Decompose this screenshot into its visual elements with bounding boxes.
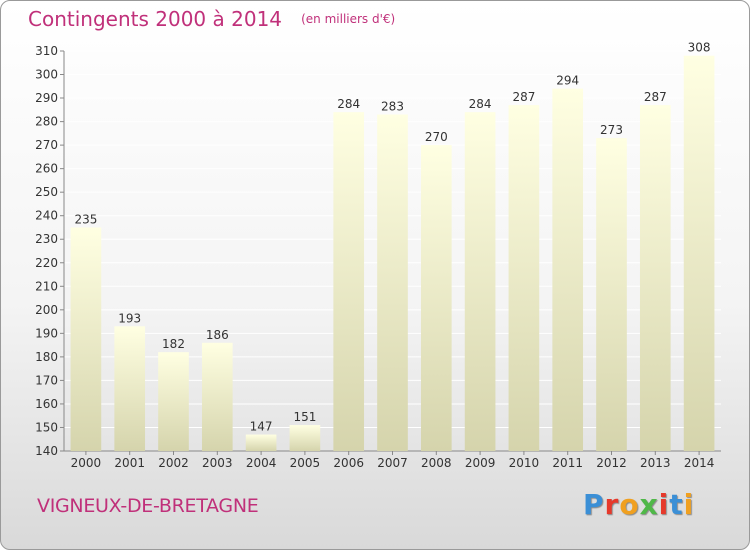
data-label: 151 [293, 410, 316, 424]
bar [114, 326, 146, 451]
logo-letter: P [583, 488, 605, 521]
x-tick-label: 2002 [158, 456, 189, 470]
bar [158, 352, 189, 451]
y-tick-label: 190 [35, 326, 58, 340]
data-label: 235 [74, 212, 97, 226]
y-tick-label: 230 [35, 232, 58, 246]
x-tick-label: 2009 [465, 456, 496, 470]
bar [420, 145, 452, 451]
x-tick-label: 2003 [202, 456, 233, 470]
data-label: 270 [425, 130, 448, 144]
y-tick-label: 250 [35, 185, 58, 199]
y-tick-label: 310 [35, 44, 58, 58]
x-tick-label: 2005 [290, 456, 321, 470]
bar [508, 105, 540, 451]
commune-name: VIGNEUX-DE-BRETAGNE [37, 495, 259, 517]
data-label: 284 [337, 97, 360, 111]
bar [464, 112, 496, 452]
y-tick-label: 180 [35, 350, 58, 364]
logo-letter: o [619, 488, 640, 521]
y-tick-label: 280 [35, 115, 58, 129]
bar [639, 105, 671, 451]
data-label: 147 [250, 420, 273, 434]
y-tick-label: 170 [35, 373, 58, 387]
y-tick-label: 150 [35, 420, 58, 434]
bar [552, 88, 584, 451]
y-tick-label: 160 [35, 397, 58, 411]
x-tick-label: 2008 [421, 456, 452, 470]
y-tick-label: 300 [35, 68, 58, 82]
y-tick-label: 260 [35, 162, 58, 176]
logo-letter: r [604, 488, 620, 521]
data-label: 186 [206, 328, 229, 342]
bar [333, 112, 365, 452]
data-label: 308 [688, 41, 711, 55]
y-tick-label: 140 [35, 444, 58, 458]
y-tick-label: 200 [35, 303, 58, 317]
logo-letter: t [669, 488, 684, 521]
bar [377, 114, 408, 451]
x-tick-label: 2010 [509, 456, 540, 470]
x-tick-label: 2012 [596, 456, 627, 470]
y-tick-label: 210 [35, 279, 58, 293]
x-tick-label: 2006 [333, 456, 364, 470]
x-tick-label: 2011 [552, 456, 583, 470]
bar [289, 425, 321, 451]
x-tick-label: 2014 [684, 456, 715, 470]
bar [683, 55, 715, 452]
x-tick-label: 2007 [377, 456, 408, 470]
data-label: 273 [600, 123, 623, 137]
title-row: Contingents 2000 à 2014 (en milliers d'€… [28, 7, 395, 31]
logo-letter: i [683, 488, 695, 521]
y-tick-label: 220 [35, 256, 58, 270]
x-tick-label: 2004 [246, 456, 277, 470]
data-label: 284 [469, 97, 492, 111]
data-label: 182 [162, 337, 185, 351]
chart-title: Contingents 2000 à 2014 [28, 7, 283, 31]
bar [201, 342, 233, 451]
data-label: 283 [381, 100, 404, 114]
data-label: 193 [118, 311, 141, 325]
unit-note: (en milliers d'€) [301, 12, 396, 26]
x-tick-label: 2013 [640, 456, 671, 470]
y-tick-label: 290 [35, 91, 58, 105]
bar [596, 138, 627, 451]
logo-letter: i [658, 488, 670, 521]
logo-letter: x [639, 488, 659, 521]
data-label: 294 [556, 74, 579, 88]
bar [245, 434, 277, 451]
bar [70, 227, 102, 451]
data-label: 287 [512, 90, 535, 104]
x-tick-label: 2000 [71, 456, 102, 470]
data-label: 287 [644, 90, 667, 104]
y-tick-label: 270 [35, 138, 58, 152]
y-tick-label: 240 [35, 209, 58, 223]
proxiti-logo: Proxiti [583, 488, 694, 521]
x-tick-label: 2001 [114, 456, 145, 470]
